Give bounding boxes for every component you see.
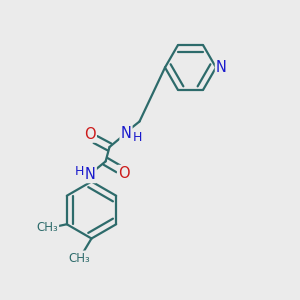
Text: O: O <box>84 127 96 142</box>
Text: CH₃: CH₃ <box>69 251 90 265</box>
Text: N: N <box>216 60 227 75</box>
Text: CH₃: CH₃ <box>36 221 58 234</box>
Text: N: N <box>85 167 96 182</box>
Text: N: N <box>121 126 131 141</box>
Text: H: H <box>132 130 142 144</box>
Text: H: H <box>75 165 84 178</box>
Text: O: O <box>118 166 130 181</box>
